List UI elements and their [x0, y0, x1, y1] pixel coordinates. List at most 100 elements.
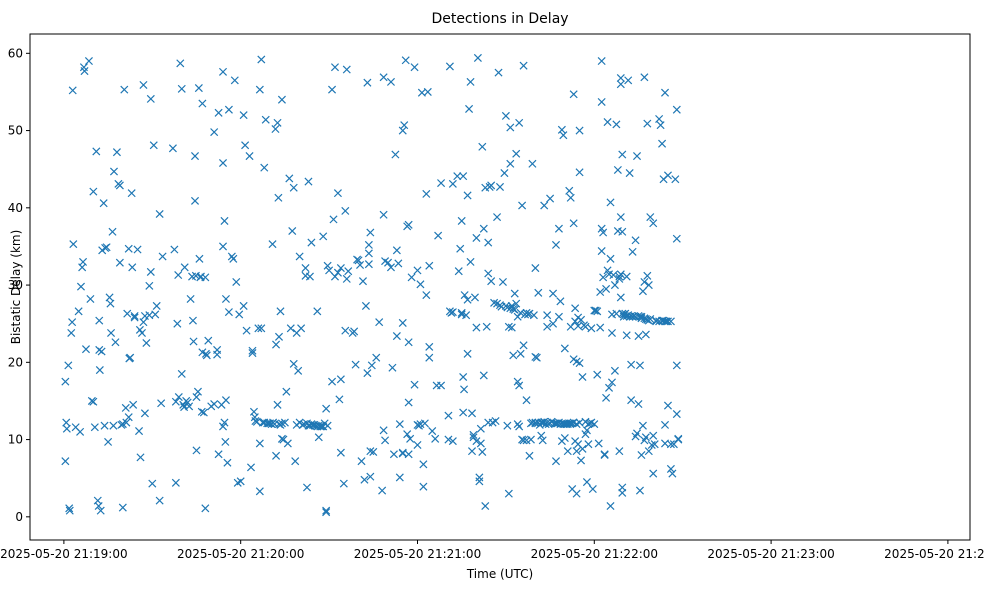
data-point: [560, 434, 569, 443]
data-point: [587, 324, 596, 333]
data-point: [137, 328, 146, 337]
data-point: [660, 88, 670, 97]
data-point: [498, 277, 507, 287]
x-tick-label: 2025-05-20 21:20:00: [177, 547, 304, 561]
data-point: [420, 419, 429, 428]
data-point: [515, 381, 524, 390]
data-point: [460, 291, 469, 300]
data-point: [560, 344, 569, 353]
data-point: [395, 473, 404, 482]
data-point: [554, 312, 563, 321]
data-point: [637, 450, 646, 460]
data-point: [593, 307, 602, 316]
data-point: [506, 123, 515, 132]
data-point: [174, 271, 183, 280]
data-point: [392, 246, 401, 255]
data-point: [515, 118, 524, 127]
data-point: [635, 361, 644, 370]
data-point: [76, 282, 86, 291]
data-point: [444, 435, 453, 444]
data-point: [528, 159, 537, 168]
data-point: [513, 312, 522, 321]
data-point: [210, 400, 219, 409]
data-point: [120, 85, 129, 94]
data-point: [543, 311, 552, 320]
data-point: [356, 260, 365, 270]
data-point: [663, 171, 672, 180]
data-point: [551, 240, 561, 249]
data-point: [612, 309, 621, 318]
data-point: [655, 114, 664, 124]
data-point: [640, 277, 649, 287]
data-point: [313, 307, 322, 316]
data-point: [179, 400, 188, 409]
data-point: [509, 351, 518, 360]
data-point: [177, 84, 186, 93]
data-point: [221, 437, 230, 446]
data-point: [503, 421, 512, 430]
data-point: [632, 429, 642, 438]
data-point: [148, 479, 157, 488]
data-point: [214, 450, 223, 459]
data-point: [68, 318, 77, 327]
data-point: [407, 273, 416, 282]
data-point: [565, 186, 574, 195]
data-point: [375, 318, 384, 327]
data-point: [538, 436, 547, 445]
plot-background: [30, 34, 970, 540]
data-point: [220, 418, 229, 427]
data-point: [584, 440, 593, 449]
data-point: [510, 305, 519, 314]
data-point: [369, 447, 378, 456]
data-point: [97, 347, 106, 356]
data-point: [197, 407, 206, 416]
data-point: [307, 238, 316, 247]
data-point: [413, 266, 422, 275]
data-point: [618, 150, 627, 159]
data-point: [478, 142, 487, 151]
data-point: [115, 181, 124, 190]
data-point: [361, 301, 370, 310]
data-point: [145, 281, 154, 290]
data-point: [176, 59, 185, 68]
data-point: [282, 387, 291, 396]
data-point: [597, 247, 606, 256]
data-point: [239, 301, 248, 310]
data-point: [582, 426, 591, 435]
data-point: [490, 298, 499, 307]
data-point: [358, 277, 368, 286]
data-point: [328, 85, 337, 94]
data-point: [241, 141, 250, 150]
data-point: [261, 115, 270, 124]
data-point: [213, 350, 222, 359]
data-point: [190, 152, 200, 161]
data-point: [666, 317, 675, 326]
plot-area: [29, 33, 971, 541]
data-point: [612, 120, 621, 129]
data-point: [86, 294, 95, 303]
data-point: [606, 254, 615, 263]
data-point: [254, 324, 263, 333]
data-point: [470, 293, 479, 302]
data-point: [577, 456, 586, 465]
data-point: [462, 311, 471, 320]
data-point: [606, 501, 615, 511]
data-point: [171, 478, 180, 487]
data-point: [507, 323, 516, 332]
data-point: [663, 317, 672, 326]
data-point: [285, 174, 294, 183]
data-point: [572, 489, 581, 498]
data-point: [647, 440, 656, 450]
data-point: [248, 346, 257, 355]
data-point: [62, 424, 71, 433]
x-tick-label: 2025-05-20 21:22:00: [531, 547, 658, 561]
data-point: [603, 118, 612, 127]
data-point: [260, 163, 269, 172]
data-point: [152, 301, 161, 310]
data-point: [155, 209, 164, 219]
data-point: [214, 108, 223, 117]
data-point: [525, 451, 534, 460]
data-point: [391, 150, 400, 159]
x-axis: 2025-05-20 21:19:00 2025-05-20 21:20:00 20…: [0, 540, 984, 561]
data-point: [406, 434, 415, 443]
